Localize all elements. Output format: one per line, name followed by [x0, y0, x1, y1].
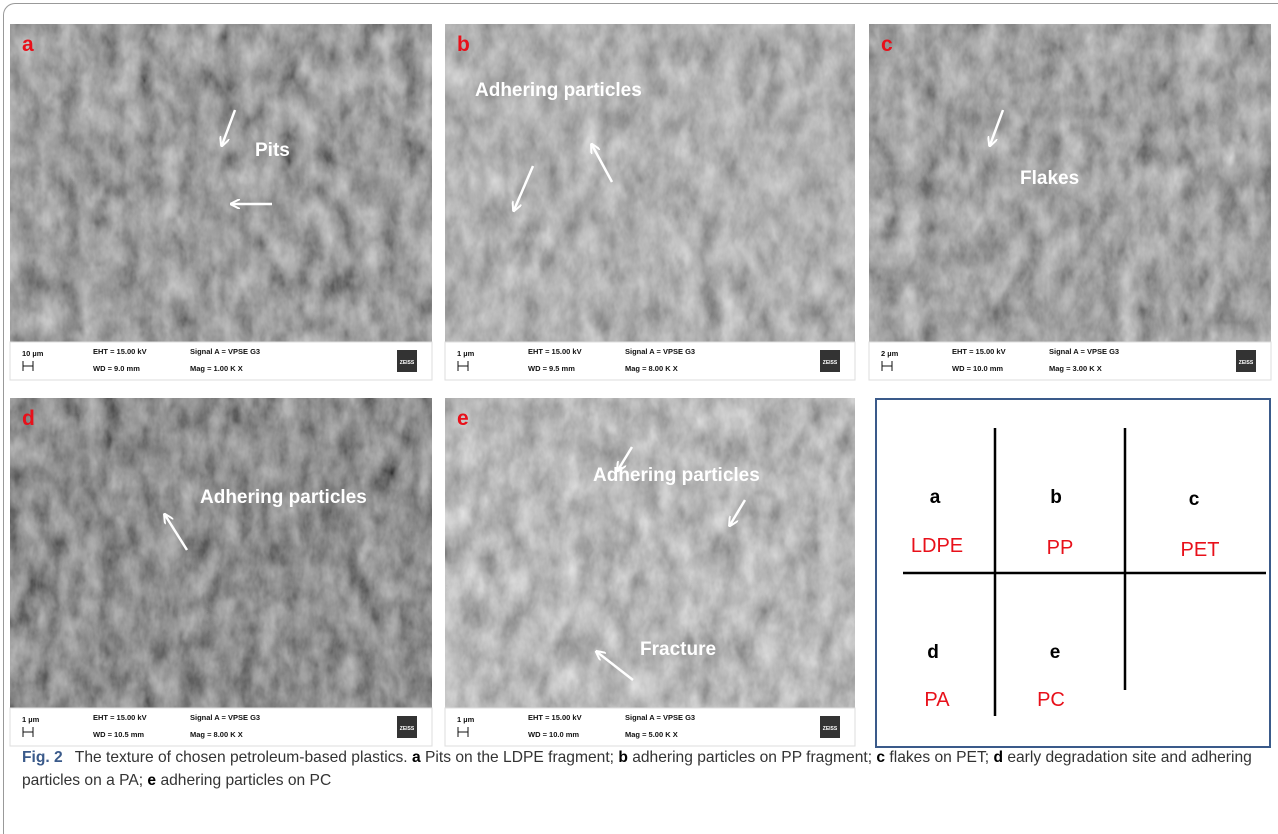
- figure: a Pits 10 µm EHT = 15.00 kV WD = 9.0 mm Signa…: [9, 24, 1272, 748]
- scale-label: 10 µm: [22, 349, 44, 358]
- caption-letter: b: [618, 749, 628, 766]
- signal: Signal A = VPSE G3: [625, 713, 695, 722]
- figure-frame: [3, 3, 1278, 834]
- caption-text: Pits on the LDPE fragment;: [425, 749, 614, 766]
- scale-label: 1 µm: [22, 715, 40, 724]
- legend-material: PA: [924, 689, 950, 711]
- signal: Signal A = VPSE G3: [1049, 347, 1119, 356]
- scale-label: 2 µm: [881, 349, 899, 358]
- sem-image: [445, 24, 855, 342]
- eht: EHT = 15.00 kV: [528, 713, 582, 722]
- annotation: Flakes: [1020, 168, 1079, 189]
- mag: Mag = 8.00 K X: [625, 364, 678, 373]
- scale-bar: [457, 727, 469, 737]
- page: a Pits 10 µm EHT = 15.00 kV WD = 9.0 mm Signa…: [3, 3, 1278, 834]
- legend-material: PP: [1047, 537, 1074, 559]
- caption-text: adhering particles on PP fragment;: [632, 749, 873, 766]
- sem-image: [10, 398, 432, 708]
- wd: WD = 9.0 mm: [93, 364, 140, 373]
- wd: WD = 9.5 mm: [528, 364, 575, 373]
- arrow: [990, 109, 1005, 145]
- legend-letter: a: [930, 487, 941, 508]
- panel-letter: e: [457, 407, 469, 430]
- logo-box: [397, 350, 417, 372]
- annotation: Fracture: [640, 639, 716, 660]
- caption-letter: d: [993, 749, 1003, 766]
- scale-label: 1 µm: [457, 715, 475, 724]
- sem-image: [869, 24, 1271, 342]
- info-bar: [868, 341, 1272, 381]
- caption-text: early degradation site and adhering part…: [22, 749, 1252, 789]
- mag: Mag = 8.00 K X: [190, 730, 243, 739]
- info-bar: [9, 707, 433, 747]
- logo: ZEISS: [400, 360, 415, 366]
- legend-letter: e: [1050, 642, 1061, 663]
- logo: ZEISS: [400, 726, 415, 732]
- logo-box: [1236, 350, 1256, 372]
- arrow: [597, 652, 634, 681]
- eht: EHT = 15.00 kV: [952, 347, 1006, 356]
- arrow: [618, 446, 634, 470]
- arrow: [592, 145, 614, 183]
- logo: ZEISS: [823, 726, 838, 732]
- eht: EHT = 15.00 kV: [93, 347, 147, 356]
- scale-label: 1 µm: [457, 349, 475, 358]
- panel-letter: b: [457, 33, 470, 56]
- caption-text: flakes on PET;: [889, 749, 990, 766]
- annotation: Adhering particles: [475, 80, 642, 101]
- panel-letter: d: [22, 407, 35, 430]
- annotation: Pits: [255, 140, 290, 161]
- arrow: [222, 109, 237, 145]
- eht: EHT = 15.00 kV: [93, 713, 147, 722]
- logo-box: [820, 716, 840, 738]
- logo: ZEISS: [823, 360, 838, 366]
- arrow: [514, 165, 535, 210]
- figure-caption: Fig. 2 The texture of chosen petroleum-b…: [22, 746, 1267, 792]
- mag: Mag = 5.00 K X: [625, 730, 678, 739]
- sem-image: [445, 398, 855, 708]
- signal: Signal A = VPSE G3: [190, 713, 260, 722]
- info-bar: [444, 341, 856, 381]
- panel-letter: c: [881, 33, 893, 56]
- sem-image: [10, 24, 432, 342]
- logo-box: [820, 350, 840, 372]
- mag: Mag = 3.00 K X: [1049, 364, 1102, 373]
- wd: WD = 10.5 mm: [93, 730, 144, 739]
- legend-material: PC: [1037, 689, 1065, 711]
- caption-label: Fig. 2: [22, 749, 63, 766]
- info-bar: [444, 707, 856, 747]
- caption-text: adhering particles on PC: [160, 772, 332, 789]
- logo: ZEISS: [1239, 360, 1254, 366]
- annotation: Adhering particles: [593, 465, 760, 486]
- signal: Signal A = VPSE G3: [190, 347, 260, 356]
- arrow: [165, 515, 189, 551]
- mag: Mag = 1.00 K X: [190, 364, 243, 373]
- signal: Signal A = VPSE G3: [625, 347, 695, 356]
- scale-bar: [457, 361, 469, 371]
- caption-letter: c: [876, 749, 886, 766]
- wd: WD = 10.0 mm: [528, 730, 579, 739]
- logo-box: [397, 716, 417, 738]
- eht: EHT = 15.00 kV: [528, 347, 582, 356]
- scale-bar: [22, 727, 34, 737]
- caption-letter: e: [147, 772, 157, 789]
- legend-material: PET: [1181, 539, 1220, 561]
- legend-material: LDPE: [911, 535, 963, 557]
- arrow: [730, 499, 747, 525]
- caption-letter: a: [412, 749, 421, 766]
- panel-letter: a: [22, 33, 34, 56]
- scale-bar: [881, 361, 893, 371]
- legend-letter: b: [1050, 487, 1062, 508]
- info-bar: [9, 341, 433, 381]
- scale-bar: [22, 361, 34, 371]
- legend-letter: c: [1189, 489, 1200, 510]
- caption-intro: The texture of chosen petroleum-based pl…: [74, 749, 408, 766]
- wd: WD = 10.0 mm: [952, 364, 1003, 373]
- legend-letter: d: [927, 642, 939, 663]
- annotation: Adhering particles: [200, 487, 367, 508]
